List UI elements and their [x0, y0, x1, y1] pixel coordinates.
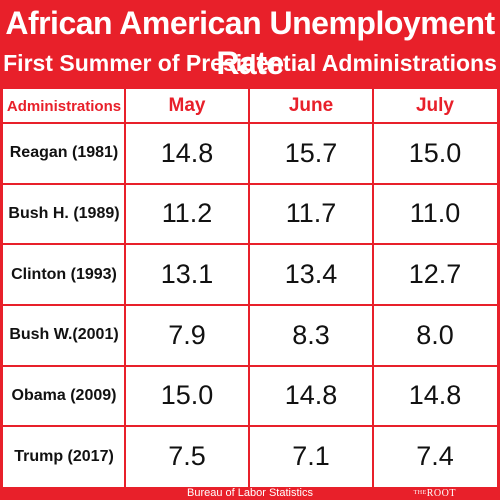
footer: Bureau of Labor Statistics THEROOT: [0, 487, 500, 500]
corner-header: Administrations: [6, 97, 122, 115]
table-cell-value: 14.8: [284, 380, 338, 411]
column-header-june: June: [288, 95, 334, 116]
header: African American Unemployment Rate First…: [0, 0, 500, 90]
chart-title: African American Unemployment Rate: [5, 5, 495, 81]
grid-line-horizontal: [3, 364, 497, 367]
column-header-july: July: [415, 95, 455, 116]
table-cell-value: 12.7: [408, 259, 462, 290]
logo-prefix: THE: [413, 490, 427, 496]
grid-line-horizontal: [3, 243, 497, 246]
table-cell-value: 11.7: [285, 198, 337, 229]
grid-line-vertical: [124, 89, 126, 487]
grid-line-horizontal: [3, 182, 497, 185]
table-cell-value: 13.4: [284, 259, 338, 290]
row-label: Reagan (1981): [9, 144, 119, 162]
row-label: Obama (2009): [11, 386, 117, 404]
table-cell-value: 14.8: [160, 137, 214, 168]
table-cell-value: 15.0: [408, 137, 462, 168]
grid-line-vertical: [248, 89, 250, 487]
table-cell-value: 7.1: [292, 441, 330, 472]
chart-subtitle: First Summer of Presidential Administrat…: [3, 50, 497, 76]
grid-line-vertical: [372, 89, 374, 487]
brand-logo: THEROOT: [414, 487, 456, 500]
table-cell-value: 8.0: [416, 319, 454, 350]
logo-name: ROOT: [426, 488, 456, 499]
table-cell-value: 7.5: [168, 441, 206, 472]
data-table: Administrations May June July Reagan (1981) 1…: [3, 89, 497, 487]
row-label: Clinton (1993): [11, 265, 117, 283]
source-note: Bureau of Labor Statistics: [187, 487, 313, 499]
grid-line-horizontal: [3, 304, 497, 306]
row-label: Bush W.(2001): [9, 326, 119, 344]
table-cell-value: 8.3: [292, 319, 330, 350]
table-cell-value: 11.2: [161, 198, 213, 229]
grid-line-horizontal: [3, 122, 497, 124]
table-cell-value: 7.4: [416, 441, 454, 472]
column-header-may: May: [168, 95, 206, 116]
table-cell-value: 7.9: [168, 319, 206, 350]
row-label: Trump (2017): [14, 447, 114, 465]
table-cell-value: 11.0: [409, 198, 461, 229]
table-cell-value: 15.0: [160, 380, 214, 411]
row-label: Bush H. (1989): [8, 204, 120, 222]
grid-line-horizontal: [3, 425, 497, 428]
table-cell-value: 13.1: [160, 259, 214, 290]
table-cell-value: 14.8: [408, 380, 462, 411]
table-cell-value: 15.7: [284, 137, 338, 168]
